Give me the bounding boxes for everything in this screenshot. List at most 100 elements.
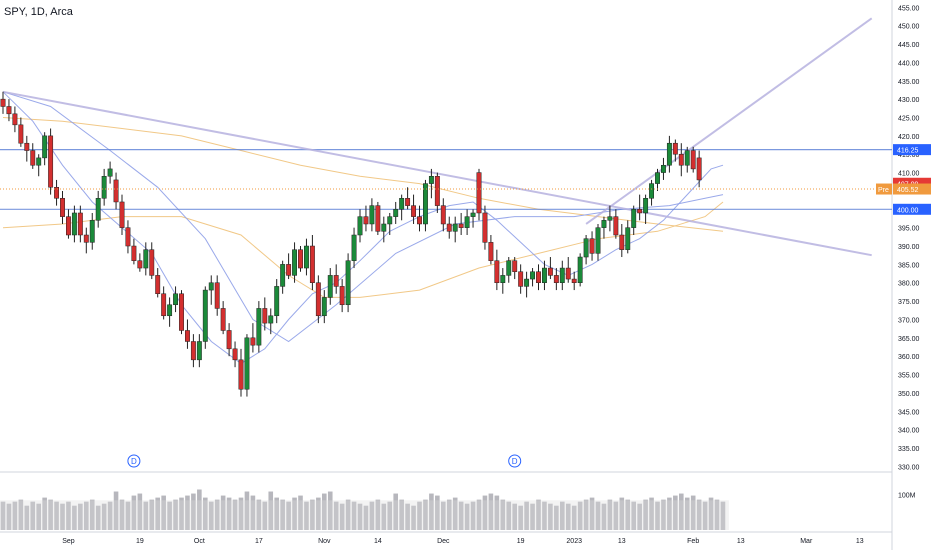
volume-bar <box>661 499 666 530</box>
level-price-tag: 416.25 <box>893 144 931 156</box>
y-tick-label: 430.00 <box>898 97 920 104</box>
volume-bar <box>625 499 631 530</box>
volume-bar <box>0 501 6 530</box>
volume-bar <box>214 499 220 530</box>
volume-bar <box>232 499 238 530</box>
volume-bar <box>684 497 690 530</box>
candle-body <box>530 271 535 280</box>
volume-bar <box>54 501 59 530</box>
volume-bar <box>345 499 351 530</box>
volume-bar <box>24 505 30 530</box>
y-tick-label: 390.00 <box>898 244 920 251</box>
volume-bar <box>84 501 89 530</box>
candle-body <box>684 150 690 166</box>
candle-body <box>494 260 500 283</box>
candle-body <box>375 205 381 232</box>
volume-bar <box>113 491 119 530</box>
candle-body <box>179 293 184 331</box>
y-tick-label: 345.00 <box>898 409 920 416</box>
candle-body <box>381 223 387 232</box>
pre-price-bg <box>893 183 931 195</box>
candle-body <box>405 198 411 206</box>
candles <box>0 91 702 397</box>
candle-body <box>137 260 143 269</box>
volume-bar <box>720 501 726 530</box>
candle-body <box>298 249 303 269</box>
candle-body <box>363 216 369 225</box>
dividend-marker-label: D <box>512 457 518 466</box>
candle-body <box>678 153 684 166</box>
volume-bar <box>506 501 512 530</box>
candle-body <box>571 278 577 283</box>
candle-body <box>226 330 232 350</box>
volume-bar <box>375 499 381 530</box>
volume-bar <box>12 501 18 530</box>
candle-body <box>66 216 71 236</box>
volume-bar <box>42 497 47 530</box>
volume-bar <box>470 501 476 530</box>
x-tick-label: Oct <box>194 538 205 545</box>
volume-bar <box>560 501 565 530</box>
pre-label-bg <box>876 183 892 195</box>
volume-bar <box>167 501 172 530</box>
volume-bar <box>89 499 95 530</box>
candle-body <box>536 271 541 283</box>
candle-body <box>149 249 155 276</box>
volume-bar <box>690 495 696 530</box>
candle-body <box>559 267 565 283</box>
volume-bar <box>542 501 547 530</box>
candle-body <box>476 172 482 214</box>
candle-body <box>649 183 654 199</box>
volume-bar <box>583 499 589 530</box>
level-price-tag: 400.00 <box>893 203 931 215</box>
candle-body <box>95 198 101 221</box>
volume-bar <box>78 503 83 530</box>
volume-bar <box>351 501 357 530</box>
volume-bar <box>36 503 41 530</box>
volume-bar <box>702 501 708 530</box>
candle-body <box>333 275 339 287</box>
candle-body <box>71 212 77 236</box>
volume-bar <box>655 501 660 530</box>
candle-body <box>613 216 619 236</box>
x-tick-label: Nov <box>318 538 331 545</box>
candle-body <box>351 234 357 261</box>
candle-body <box>36 157 42 166</box>
y-tick-label: 375.00 <box>898 299 920 306</box>
volume-bar <box>714 499 720 530</box>
candle-body <box>54 187 59 199</box>
level-price-tag-bg <box>893 144 931 156</box>
candle-body <box>143 249 149 269</box>
volume-bar <box>137 493 143 530</box>
x-tick-label: Feb <box>687 538 699 545</box>
volume-bar <box>643 499 648 530</box>
candle-body <box>458 223 464 228</box>
candle-body <box>369 205 375 225</box>
volume-bar <box>399 499 404 530</box>
x-tick-label: 19 <box>517 538 525 545</box>
candle-body <box>77 212 83 236</box>
candle-body <box>12 113 18 126</box>
candle-body <box>637 209 643 214</box>
candle-body <box>220 308 226 331</box>
volume-bar <box>387 501 393 530</box>
candle-body <box>48 135 54 188</box>
volume-bar <box>310 499 315 530</box>
volume-bar <box>191 493 196 530</box>
volume-bar <box>262 501 268 530</box>
y-tick-label: 335.00 <box>898 446 920 453</box>
volume-bar <box>423 499 428 530</box>
volume-bar <box>298 495 303 530</box>
candle-body <box>60 198 65 217</box>
candle-body <box>304 245 309 269</box>
volume-bar <box>381 503 387 530</box>
y-tick-label: 350.00 <box>898 391 920 398</box>
volume-bar <box>203 497 208 530</box>
volume-bar <box>601 503 607 530</box>
volume-bar <box>577 501 583 530</box>
candle-body <box>155 275 161 294</box>
candle-body <box>411 205 417 217</box>
volume-bar <box>185 495 190 530</box>
